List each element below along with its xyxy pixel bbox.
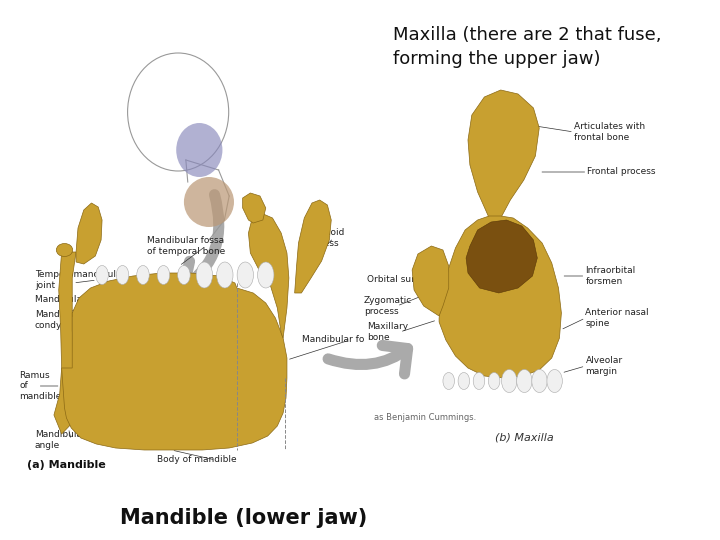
FancyArrowPatch shape — [184, 195, 219, 292]
Text: Maxilla (there are 2 that fuse,
forming the upper jaw): Maxilla (there are 2 that fuse, forming … — [393, 26, 662, 68]
Ellipse shape — [473, 373, 485, 389]
Text: Mandibular fossa
of temporal bone: Mandibular fossa of temporal bone — [148, 237, 225, 256]
Ellipse shape — [217, 262, 233, 288]
Text: Temporomandibular
joint: Temporomandibular joint — [35, 271, 125, 289]
Text: Body of mandible: Body of mandible — [157, 456, 237, 464]
Ellipse shape — [184, 177, 234, 227]
Ellipse shape — [458, 373, 469, 389]
Ellipse shape — [56, 244, 73, 256]
Ellipse shape — [488, 373, 500, 389]
Polygon shape — [468, 90, 539, 218]
Text: Maxillary
bone: Maxillary bone — [367, 322, 408, 342]
Polygon shape — [466, 220, 537, 293]
Ellipse shape — [196, 262, 212, 288]
Text: Mandibular
angle: Mandibular angle — [35, 430, 86, 450]
Polygon shape — [294, 200, 331, 293]
Ellipse shape — [176, 123, 222, 177]
Text: Orbital surface: Orbital surface — [367, 275, 434, 285]
Text: Mandibular
condyle: Mandibular condyle — [35, 310, 86, 330]
Polygon shape — [54, 252, 76, 434]
FancyArrowPatch shape — [328, 346, 408, 374]
Polygon shape — [412, 246, 449, 316]
Text: Mandible (lower jaw): Mandible (lower jaw) — [120, 508, 368, 528]
Text: Ramus
of
mandible: Ramus of mandible — [19, 371, 62, 401]
Polygon shape — [243, 193, 266, 223]
Ellipse shape — [237, 262, 253, 288]
Text: Coronoid
process: Coronoid process — [305, 228, 345, 248]
Ellipse shape — [157, 266, 170, 285]
Text: Articulates with
frontal bone: Articulates with frontal bone — [574, 122, 645, 141]
Text: Zygomatic
process: Zygomatic process — [364, 296, 413, 316]
Ellipse shape — [547, 369, 562, 393]
Ellipse shape — [96, 266, 108, 285]
Ellipse shape — [517, 369, 532, 393]
Ellipse shape — [502, 369, 517, 393]
Ellipse shape — [258, 262, 274, 288]
Ellipse shape — [532, 369, 547, 393]
Text: Frontal process: Frontal process — [588, 167, 656, 177]
Ellipse shape — [137, 266, 149, 285]
Text: Mandibular fo: Mandibular fo — [302, 335, 365, 345]
Ellipse shape — [443, 373, 454, 389]
Text: (a) Mandible: (a) Mandible — [27, 460, 106, 470]
Ellipse shape — [178, 266, 190, 285]
Text: Mandibular notch: Mandibular notch — [35, 295, 114, 305]
Polygon shape — [62, 273, 287, 450]
Text: Anterior nasal
spine: Anterior nasal spine — [585, 308, 649, 328]
Polygon shape — [76, 203, 102, 264]
Text: as Benjamin Cummings.: as Benjamin Cummings. — [374, 413, 476, 422]
Text: Infraorbital
forsmen: Infraorbital forsmen — [585, 266, 636, 286]
Text: (b) Maxilla: (b) Maxilla — [495, 432, 554, 442]
Text: Alveolar
margin: Alveolar margin — [585, 356, 623, 376]
Polygon shape — [439, 216, 562, 378]
Ellipse shape — [116, 266, 129, 285]
Polygon shape — [248, 213, 289, 338]
